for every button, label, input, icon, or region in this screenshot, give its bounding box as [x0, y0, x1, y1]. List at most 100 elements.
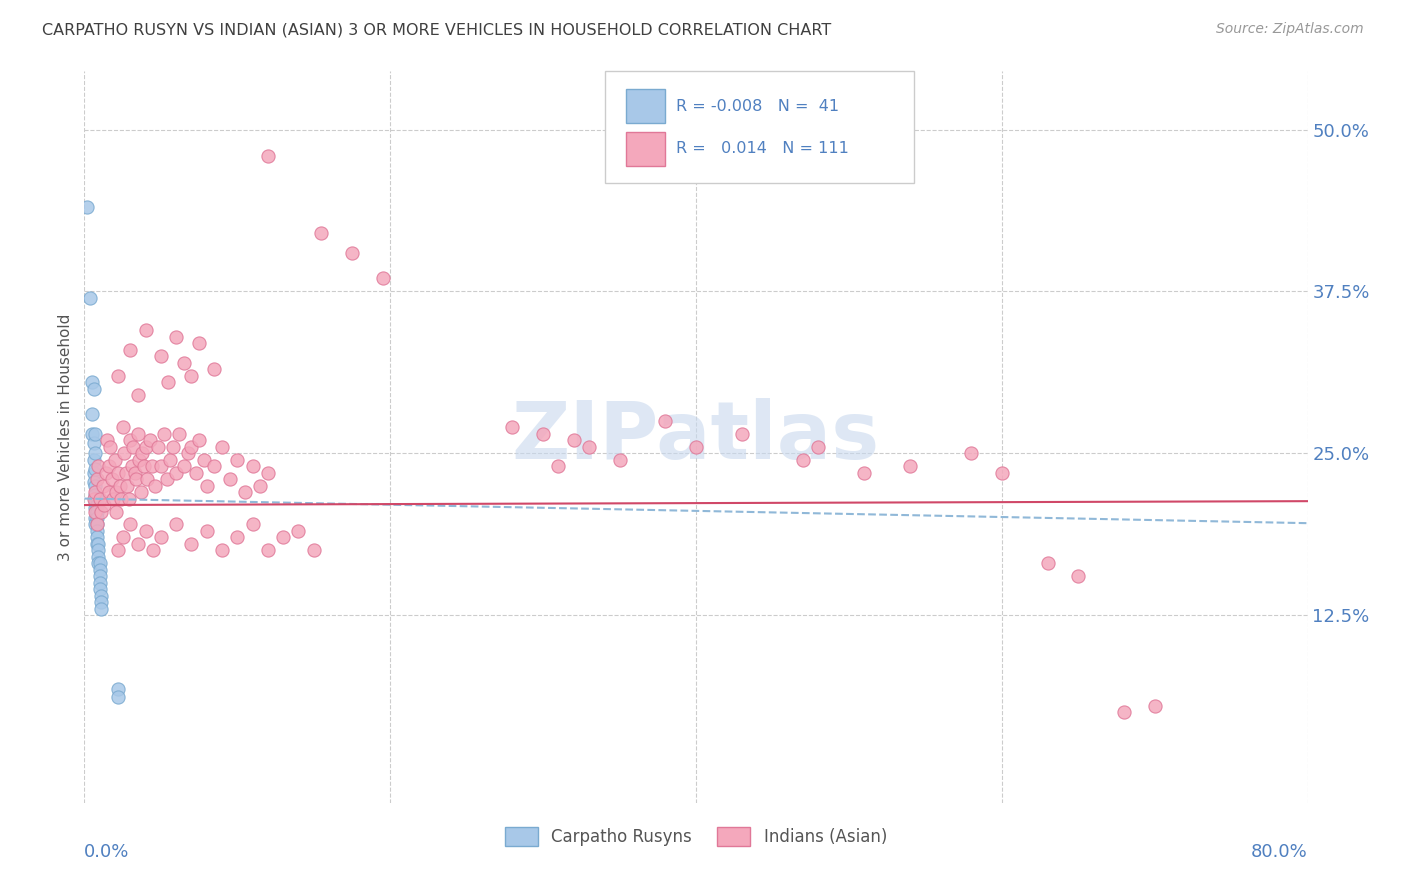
- Point: [111, 420, 134, 434]
- Point: [202, 459, 225, 474]
- Point: [792, 452, 814, 467]
- Point: [149, 459, 172, 474]
- Point: [188, 336, 211, 351]
- Point: [84, 517, 107, 532]
- Point: [97, 485, 120, 500]
- Point: [122, 440, 145, 454]
- Point: [853, 466, 876, 480]
- Point: [502, 420, 524, 434]
- Point: [135, 323, 157, 337]
- Point: [83, 475, 105, 489]
- Point: [807, 440, 830, 454]
- Point: [153, 426, 176, 441]
- Legend: Carpatho Rusyns, Indians (Asian): Carpatho Rusyns, Indians (Asian): [498, 821, 894, 853]
- Point: [547, 459, 569, 474]
- Point: [162, 440, 184, 454]
- Point: [84, 478, 107, 492]
- Point: [371, 271, 394, 285]
- Point: [83, 491, 105, 506]
- Point: [80, 375, 103, 389]
- Point: [226, 530, 249, 544]
- Point: [86, 491, 108, 506]
- Point: [107, 368, 129, 383]
- Point: [84, 488, 107, 502]
- Point: [125, 472, 148, 486]
- Text: CARPATHO RUSYN VS INDIAN (ASIAN) 3 OR MORE VEHICLES IN HOUSEHOLD CORRELATION CHA: CARPATHO RUSYN VS INDIAN (ASIAN) 3 OR MO…: [42, 22, 831, 37]
- Point: [654, 414, 676, 428]
- Point: [211, 440, 233, 454]
- Point: [1036, 557, 1059, 571]
- Point: [159, 452, 181, 467]
- Point: [177, 446, 200, 460]
- Point: [121, 459, 143, 474]
- Point: [89, 563, 111, 577]
- Point: [114, 466, 136, 480]
- Point: [89, 582, 111, 597]
- Point: [128, 452, 150, 467]
- Point: [211, 543, 233, 558]
- Point: [86, 504, 108, 518]
- Point: [91, 478, 114, 492]
- Point: [609, 452, 631, 467]
- Point: [83, 466, 105, 480]
- Point: [311, 226, 333, 240]
- Point: [84, 446, 107, 460]
- Point: [180, 537, 202, 551]
- Point: [112, 446, 135, 460]
- Point: [340, 245, 363, 260]
- Point: [562, 434, 585, 448]
- Point: [257, 466, 280, 480]
- Point: [86, 517, 108, 532]
- Point: [184, 466, 207, 480]
- Point: [124, 466, 146, 480]
- Point: [98, 440, 121, 454]
- Point: [87, 537, 110, 551]
- Point: [257, 543, 280, 558]
- Point: [131, 446, 153, 460]
- Point: [105, 485, 128, 500]
- Point: [1067, 569, 1090, 583]
- Point: [143, 478, 166, 492]
- Point: [94, 466, 117, 480]
- Point: [86, 537, 108, 551]
- Point: [149, 349, 172, 363]
- Point: [93, 498, 115, 512]
- Point: [87, 459, 110, 474]
- Point: [105, 504, 128, 518]
- Point: [104, 452, 127, 467]
- Point: [139, 434, 162, 448]
- Point: [202, 362, 225, 376]
- Point: [156, 472, 179, 486]
- Point: [1143, 698, 1166, 713]
- Point: [84, 511, 107, 525]
- Point: [242, 459, 264, 474]
- Point: [165, 517, 187, 532]
- Point: [86, 498, 108, 512]
- Point: [731, 426, 754, 441]
- Point: [87, 543, 110, 558]
- Point: [89, 491, 111, 506]
- Point: [173, 459, 195, 474]
- Point: [129, 485, 152, 500]
- Point: [898, 459, 921, 474]
- Point: [249, 478, 271, 492]
- Point: [101, 472, 124, 486]
- Text: ZIPatlas: ZIPatlas: [512, 398, 880, 476]
- Point: [118, 491, 141, 506]
- Point: [218, 472, 240, 486]
- Point: [167, 426, 190, 441]
- Point: [83, 382, 105, 396]
- Point: [188, 434, 211, 448]
- Point: [107, 690, 129, 704]
- Point: [180, 440, 202, 454]
- Point: [127, 537, 149, 551]
- Point: [84, 426, 107, 441]
- Point: [86, 472, 108, 486]
- Point: [80, 426, 103, 441]
- Point: [127, 388, 149, 402]
- Point: [127, 426, 149, 441]
- Point: [108, 478, 131, 492]
- Point: [84, 485, 107, 500]
- Point: [135, 524, 157, 538]
- Point: [80, 408, 103, 422]
